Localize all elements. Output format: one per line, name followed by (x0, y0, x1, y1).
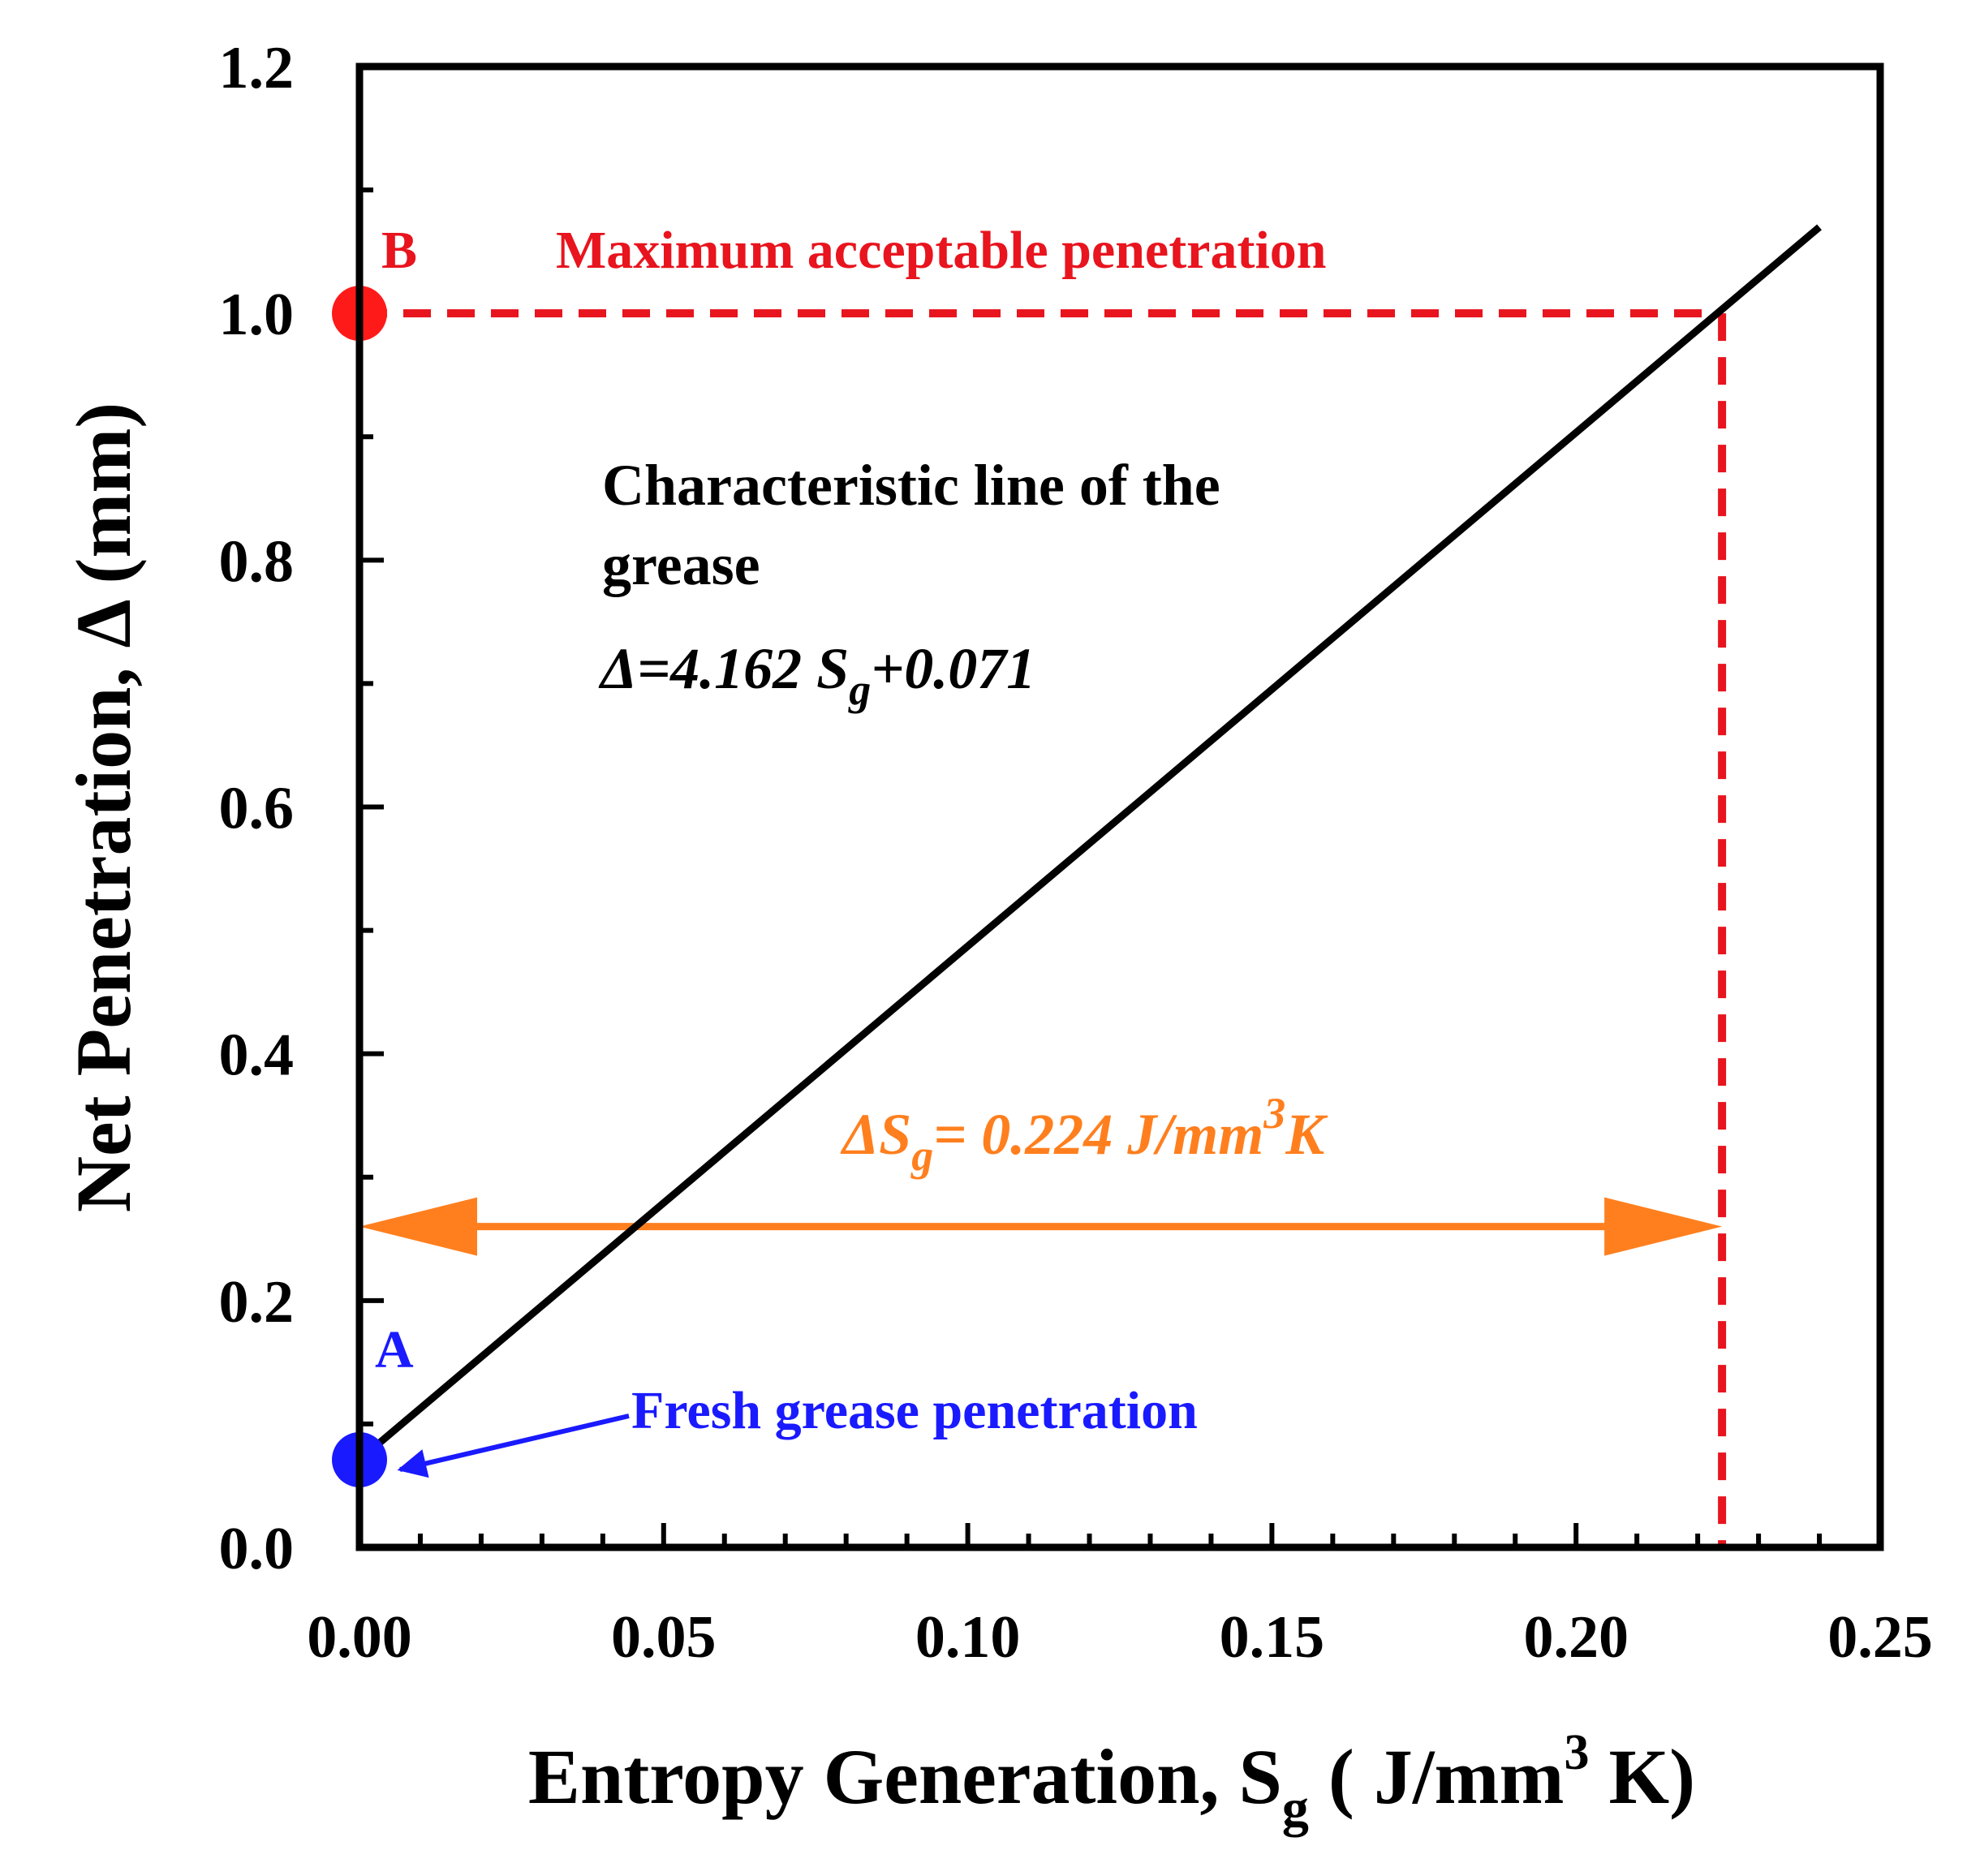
x-axis-title-sub: g (1282, 1779, 1309, 1838)
x-tick-label: 0.00 (307, 1604, 412, 1671)
delta-sg-sub: g (910, 1131, 933, 1180)
equation-label: Δ=4.162 Sg+0.071 (598, 636, 1035, 714)
characteristic-line-label-2: grease (602, 532, 760, 597)
y-tick-label: 1.2 (219, 35, 295, 101)
x-tick-label: 0.25 (1827, 1604, 1933, 1671)
y-axis-title: Net Penetration, Δ (mm) (60, 402, 147, 1213)
plot-frame (355, 62, 1884, 1551)
equation-pre: Δ=4.162 S (598, 636, 849, 701)
equation-sub: g (848, 665, 871, 714)
y-tick-label: 0.2 (219, 1269, 295, 1336)
characteristic-line-label-1: Characteristic line of the (602, 453, 1220, 518)
delta-sg-label: ΔSg= 0.224 J/mm3K (840, 1089, 1328, 1180)
fresh-grease-arrow (397, 1413, 630, 1478)
x-axis-title-post: K) (1589, 1733, 1695, 1820)
x-axis-title-unit: ( J/mm (1309, 1733, 1565, 1820)
fresh-grease-label: Fresh grease penetration (631, 1381, 1198, 1440)
x-tick-label: 0.20 (1523, 1604, 1629, 1671)
delta-arrow-left-head (359, 1197, 477, 1256)
delta-sg-sup: 3 (1263, 1089, 1285, 1138)
x-axis-title-main: Entropy Generation, S (528, 1733, 1282, 1820)
y-tick-label: 0.8 (219, 528, 295, 595)
y-tick-label: 0.6 (219, 776, 295, 842)
x-tick-label: 0.10 (915, 1604, 1021, 1671)
series-layer (332, 224, 1822, 1547)
y-tick-label: 1.0 (219, 282, 295, 348)
y-tick-label: 0.0 (219, 1516, 295, 1582)
delta-sg-mid: = 0.224 J/mm (933, 1102, 1263, 1167)
x-axis-title: Entropy Generation, Sg ( J/mm3 K) (528, 1725, 1695, 1838)
x-tick-label: 0.15 (1220, 1604, 1325, 1671)
max-acceptable-label: Maximum acceptable penetration (556, 221, 1327, 280)
point-b-label: B (381, 221, 417, 280)
equation-post: +0.071 (871, 636, 1035, 701)
characteristic-line (357, 224, 1822, 1463)
y-tick-label: 0.4 (219, 1022, 295, 1089)
ticks-layer: 0.00 0.05 0.10 0.15 0.20 0.25 0.0 0.2 0.4 0.6 0.8 1… (219, 35, 1933, 1671)
delta-arrow-right-head (1604, 1197, 1723, 1256)
delta-sg-pre: ΔS (840, 1102, 911, 1167)
x-tick-label: 0.05 (611, 1604, 717, 1671)
point-a-label: A (375, 1320, 414, 1379)
delta-sg-post: K (1285, 1102, 1328, 1167)
x-axis-title-sup: 3 (1564, 1725, 1589, 1780)
